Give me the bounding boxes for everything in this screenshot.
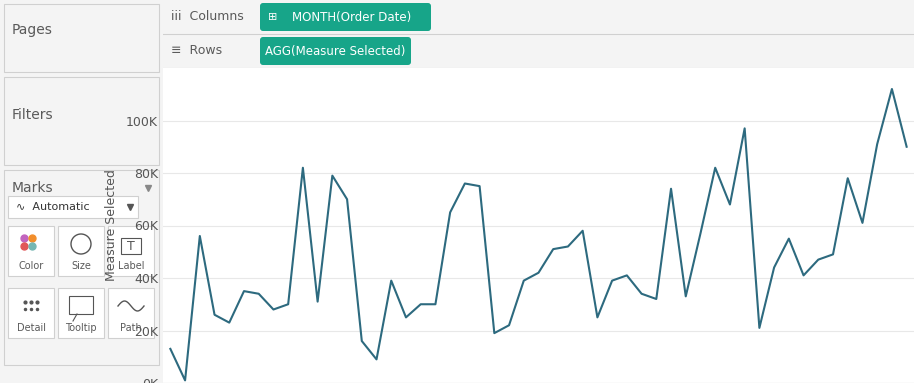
Text: Path: Path bbox=[120, 323, 142, 333]
Bar bbox=[69, 296, 93, 314]
Text: Label: Label bbox=[118, 261, 144, 271]
FancyBboxPatch shape bbox=[260, 37, 411, 65]
Text: iii  Columns: iii Columns bbox=[171, 10, 244, 23]
Bar bbox=[8, 196, 138, 218]
Bar bbox=[4, 77, 159, 165]
Y-axis label: Measure Selected: Measure Selected bbox=[105, 170, 118, 282]
Bar bbox=[8, 288, 54, 338]
FancyBboxPatch shape bbox=[260, 3, 431, 31]
Text: MONTH(Order Date): MONTH(Order Date) bbox=[292, 10, 411, 23]
Text: AGG(Measure Selected): AGG(Measure Selected) bbox=[265, 44, 406, 57]
Bar bbox=[108, 288, 154, 338]
Text: Detail: Detail bbox=[16, 323, 46, 333]
Text: ≡  Rows: ≡ Rows bbox=[171, 44, 222, 57]
Text: Size: Size bbox=[71, 261, 90, 271]
Bar bbox=[121, 238, 141, 254]
Text: ∿  Automatic: ∿ Automatic bbox=[16, 202, 90, 212]
Text: ⊞: ⊞ bbox=[269, 12, 278, 22]
Bar bbox=[108, 226, 154, 276]
Text: Marks: Marks bbox=[12, 181, 54, 195]
Bar bbox=[58, 226, 104, 276]
Bar bbox=[58, 288, 104, 338]
Text: Color: Color bbox=[18, 261, 44, 271]
Text: Filters: Filters bbox=[12, 108, 54, 122]
Text: Tooltip: Tooltip bbox=[65, 323, 97, 333]
Bar bbox=[4, 170, 159, 365]
Bar bbox=[4, 4, 159, 72]
Bar bbox=[8, 226, 54, 276]
Text: Pages: Pages bbox=[12, 23, 53, 37]
Text: T: T bbox=[127, 239, 135, 252]
